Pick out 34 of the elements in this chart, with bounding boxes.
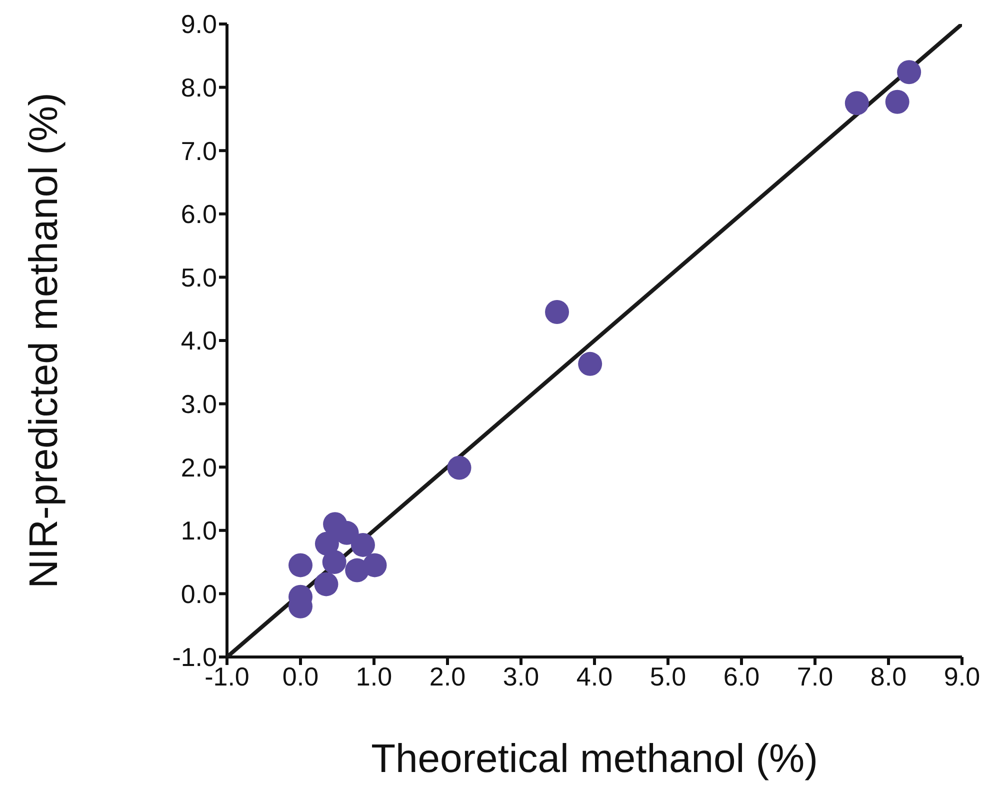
x-tick-label: 4.0 — [576, 661, 613, 692]
y-tick-label: 8.0 — [180, 72, 217, 103]
point — [362, 553, 387, 578]
y-tick-label: 7.0 — [180, 136, 217, 166]
point — [885, 90, 910, 114]
y-tick-label: 2.0 — [180, 452, 217, 482]
x-tick-label: 1.0 — [356, 661, 392, 692]
point — [350, 532, 375, 557]
x-tick-label: 5.0 — [650, 661, 686, 692]
y-tick-label: 3.0 — [180, 389, 217, 420]
x-tick-label: 6.0 — [723, 661, 760, 692]
x-tick-label: 7.0 — [796, 661, 834, 692]
x-tick-label: 2.0 — [429, 661, 466, 692]
point — [844, 91, 869, 116]
point — [545, 300, 570, 324]
y-tick-label: 4.0 — [180, 326, 217, 356]
point — [314, 572, 338, 596]
y-tick-label: 5.0 — [180, 262, 217, 292]
point — [288, 553, 312, 578]
x-tick-label: 9.0 — [944, 661, 980, 692]
point — [322, 550, 346, 574]
point — [578, 352, 602, 376]
y-tick-label: 1.0 — [180, 516, 217, 546]
y-tick-label: 6.0 — [180, 199, 217, 230]
x-tick-label: 8.0 — [870, 661, 907, 692]
point — [334, 520, 359, 545]
x-tick-label: 3.0 — [502, 661, 540, 692]
x-tick-label: 0.0 — [282, 661, 319, 692]
point — [447, 456, 472, 480]
point — [897, 60, 922, 84]
x-axis-title: Theoretical methanol (%) — [371, 737, 818, 781]
y-axis-title: NIR-predicted methanol (%) — [22, 92, 66, 588]
y-tick-label: 9.0 — [180, 9, 217, 40]
y-tick-label: 0.0 — [180, 578, 217, 609]
